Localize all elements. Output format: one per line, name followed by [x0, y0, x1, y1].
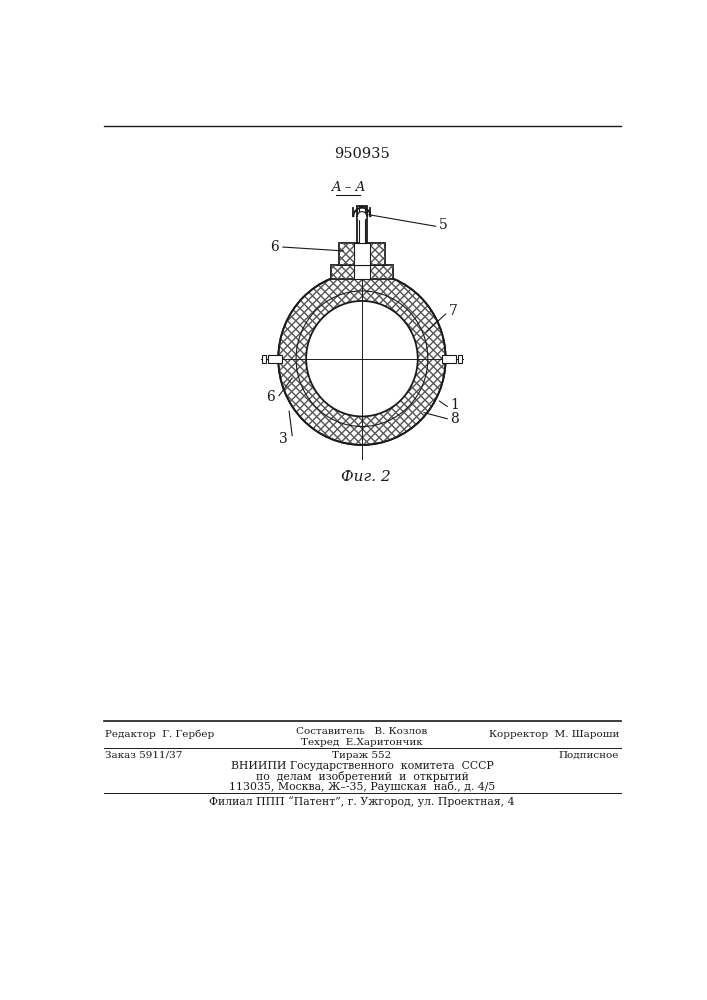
Bar	[262, 355, 266, 363]
Bar	[359, 206, 365, 243]
Text: Фиг. 2: Фиг. 2	[341, 470, 391, 484]
Text: Тираж 552: Тираж 552	[332, 751, 392, 760]
Text: Техред  Е.Харитончик: Техред Е.Харитончик	[301, 738, 423, 747]
Text: Редактор  Г. Гербер: Редактор Г. Гербер	[105, 730, 215, 739]
Text: Филиал ППП “Патент”, г. Ужгород, ул. Проектная, 4: Филиал ППП “Патент”, г. Ужгород, ул. Про…	[209, 796, 515, 807]
Text: 5: 5	[438, 218, 448, 232]
Bar	[331, 265, 393, 279]
Text: 1: 1	[450, 398, 459, 412]
Bar	[339, 243, 385, 265]
Ellipse shape	[357, 212, 367, 221]
Text: Корректор  М. Шароши: Корректор М. Шароши	[489, 730, 619, 739]
Bar	[356, 206, 368, 243]
Text: Подписное: Подписное	[559, 751, 619, 760]
Text: 8: 8	[450, 412, 459, 426]
Text: 950935: 950935	[334, 147, 390, 161]
Text: ВНИИПИ Государственного  комитета  СССР: ВНИИПИ Государственного комитета СССР	[230, 761, 493, 771]
Text: 113035, Москва, Ж–-35, Раушская  наб., д. 4/5: 113035, Москва, Ж–-35, Раушская наб., д.…	[229, 781, 495, 792]
Text: 6: 6	[267, 390, 275, 404]
Text: 6: 6	[270, 240, 279, 254]
Bar	[458, 355, 462, 363]
Bar	[354, 243, 370, 265]
Bar	[339, 243, 385, 265]
Bar	[354, 265, 370, 279]
Ellipse shape	[279, 272, 445, 445]
Bar	[331, 265, 393, 279]
Ellipse shape	[306, 301, 418, 416]
Text: по  делам  изобретений  и  открытий: по делам изобретений и открытий	[255, 771, 469, 782]
Text: 3: 3	[279, 432, 288, 446]
Text: Заказ 5911/37: Заказ 5911/37	[105, 751, 183, 760]
Bar	[442, 355, 456, 363]
Text: A – A: A – A	[331, 181, 366, 194]
Text: Составитель   В. Козлов: Составитель В. Козлов	[296, 727, 428, 736]
Text: 7: 7	[449, 304, 457, 318]
Bar	[339, 243, 385, 265]
Bar	[331, 265, 393, 279]
Bar	[268, 355, 282, 363]
